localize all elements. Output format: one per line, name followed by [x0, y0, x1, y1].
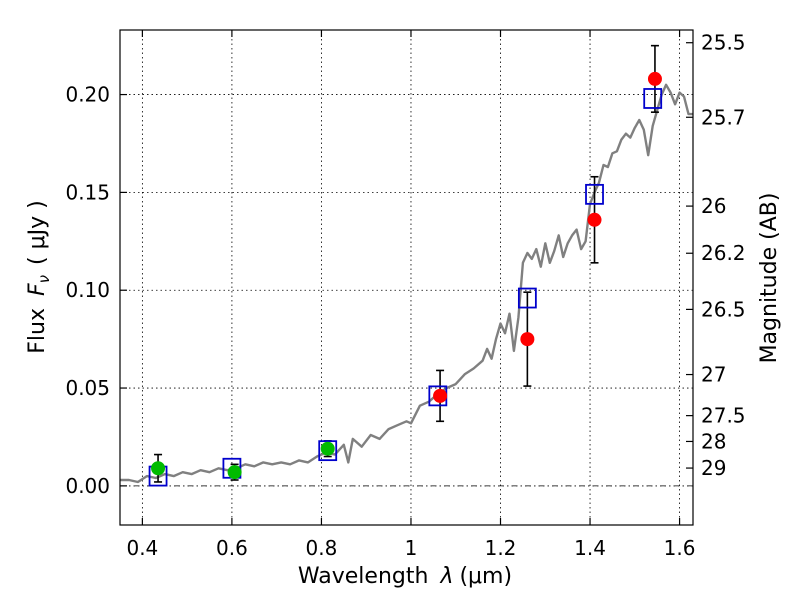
y-tick-label: 0.00 [65, 474, 110, 498]
y-tick-label: 0.20 [65, 83, 110, 107]
y-axis-label-text: Flux [25, 308, 50, 354]
nir-point [433, 388, 448, 403]
right-axis-tick-label: 26 [701, 194, 726, 218]
y-axis-label-unit: ( μJy ) [25, 200, 50, 265]
right-axis-tick-label: 26.5 [701, 297, 746, 321]
error-bars [154, 44, 659, 483]
right-axis-tick-label: 27.5 [701, 404, 746, 428]
nir-point [520, 332, 535, 347]
model-photometry-square [517, 287, 537, 309]
optical-point [151, 461, 166, 476]
x-tick-label: 0.8 [306, 536, 338, 560]
optical-point [227, 465, 242, 480]
y-axis-label-subscript: ν [35, 275, 53, 283]
grid [120, 30, 693, 525]
y-tick-label: 0.05 [65, 376, 110, 400]
x-tick-label: 1.4 [574, 536, 606, 560]
axis-ticks [120, 30, 693, 525]
nir-point [647, 71, 662, 86]
right-axis-tick-label: 28 [701, 429, 726, 453]
x-axis-label-symbol: λ [439, 564, 453, 589]
y-tick-label: 0.15 [65, 180, 110, 204]
x-tick-label: 0.4 [126, 536, 158, 560]
x-tick-label: 0.6 [216, 536, 248, 560]
right-axis-label: Magnitude (AB) [757, 193, 782, 364]
x-axis-label-text: Wavelength [298, 564, 429, 589]
y-axis-label: Flux Fν ( μJy ) [25, 200, 53, 353]
right-axis-tick-label: 25.7 [701, 105, 746, 129]
right-axis-tick-label: 27 [701, 363, 726, 387]
model-photometry-square [318, 440, 338, 462]
spectrum-line [120, 83, 693, 484]
data-markers [148, 71, 663, 487]
x-tick-label: 1.6 [664, 536, 696, 560]
nir-point [587, 212, 602, 227]
optical-point [320, 441, 335, 456]
model-photometry-square [643, 88, 663, 109]
y-tick-label: 0.10 [65, 278, 110, 302]
y-axis-label-symbol: F [25, 283, 50, 296]
right-axis-tick-label: 26.2 [701, 241, 746, 265]
x-axis-label: Wavelength λ (μm) [298, 564, 512, 589]
plot-frame [119, 29, 694, 526]
x-axis-label-unit: (μm) [459, 564, 512, 589]
tick-labels: 0.4 0.6 0.8 1 1.2 1.4 1.6 0.00 0.05 0.10 0.15 0.20 2… [65, 31, 745, 560]
x-tick-label: 1.2 [485, 536, 517, 560]
model-photometry-square [585, 183, 604, 205]
x-tick-label: 1 [405, 536, 418, 560]
right-axis-tick-label: 25.5 [701, 31, 746, 55]
right-axis-tick-label: 29 [701, 456, 726, 480]
